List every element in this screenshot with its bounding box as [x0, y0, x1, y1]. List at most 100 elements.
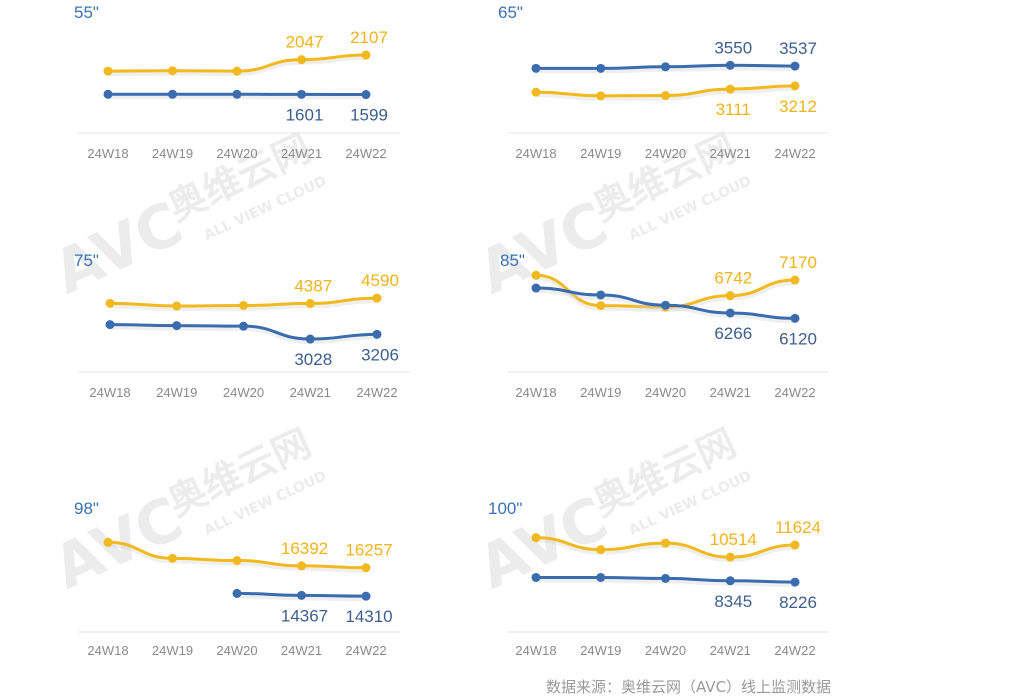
data-point [105, 298, 115, 308]
data-point [661, 538, 670, 548]
data-point [239, 300, 248, 310]
data-point [531, 63, 541, 73]
x-tick-label: 24W20 [216, 643, 257, 658]
data-point [531, 283, 541, 293]
data-point [790, 275, 800, 285]
data-point [790, 313, 800, 323]
data-point [361, 563, 371, 573]
x-tick-label: 24W20 [223, 385, 264, 400]
x-tick-label: 24W18 [515, 146, 556, 161]
x-tick-label: 24W22 [345, 146, 386, 161]
x-tick-label: 24W19 [580, 146, 621, 161]
data-point [361, 90, 371, 100]
x-tick-label: 24W20 [216, 146, 257, 161]
data-point [103, 89, 113, 99]
data-point [596, 91, 606, 101]
x-tick-label: 24W19 [580, 643, 621, 658]
data-label: 3537 [779, 39, 817, 58]
chart-panel: 55" 24W18 24W19 24W20 24W21 24W22 2047 2107 1601… [74, 3, 400, 161]
data-point [725, 576, 735, 586]
x-tick-label: 24W19 [156, 385, 197, 400]
x-tick-label: 24W19 [152, 643, 193, 658]
data-point [725, 552, 735, 562]
data-point [172, 301, 182, 311]
x-tick-label: 24W21 [710, 385, 751, 400]
data-point [661, 91, 670, 101]
x-tick-label: 24W19 [152, 146, 193, 161]
x-tick-label: 24W22 [774, 146, 815, 161]
data-label: 7170 [779, 253, 817, 272]
data-point [661, 300, 670, 310]
x-tick-label: 24W22 [774, 385, 815, 400]
data-point [531, 572, 541, 582]
x-tick-label: 24W21 [710, 643, 751, 658]
data-point [790, 540, 800, 550]
data-label: 6120 [779, 329, 817, 348]
data-label: 11624 [775, 518, 821, 537]
data-point [531, 270, 541, 280]
x-tick-label: 24W19 [580, 385, 621, 400]
x-tick-label: 24W20 [645, 385, 686, 400]
data-point [297, 561, 306, 571]
data-label: 3212 [779, 97, 817, 116]
chart-panel: 100" 24W18 24W19 24W20 24W21 24W22 10514 11624 8… [488, 499, 828, 658]
data-point [239, 321, 248, 331]
data-label: 3028 [294, 350, 332, 369]
data-point [168, 66, 177, 76]
data-point [596, 63, 606, 73]
data-point [361, 591, 371, 601]
data-point [725, 291, 735, 301]
data-label: 6266 [714, 324, 752, 343]
chart-title: 85" [500, 251, 525, 270]
source-note: 数据来源：奥维云网（AVC）线上监测数据 [546, 678, 832, 696]
data-point [372, 329, 382, 339]
data-point [168, 89, 177, 99]
x-tick-label: 24W18 [515, 643, 556, 658]
data-point [531, 87, 541, 97]
data-label: 3550 [714, 38, 752, 57]
data-point [661, 573, 670, 583]
data-point [790, 577, 800, 587]
data-point [232, 588, 242, 598]
x-tick-label: 24W22 [345, 643, 386, 658]
data-point [172, 321, 182, 331]
data-label: 3206 [361, 345, 399, 364]
chart-panel: 65" 24W18 24W19 24W20 24W21 24W22 3550 3537 3111… [498, 3, 828, 161]
data-point [725, 308, 735, 318]
x-tick-label: 24W20 [645, 146, 686, 161]
x-tick-label: 24W21 [290, 385, 331, 400]
charts-layer: 55" 24W18 24W19 24W20 24W21 24W22 2047 2107 1601… [74, 3, 828, 658]
data-point [790, 81, 800, 91]
data-point [305, 298, 315, 308]
chart-panel: 85" 24W18 24W19 24W20 24W21 24W22 6742 7170 6266… [500, 251, 828, 400]
data-point [361, 50, 371, 60]
data-point [232, 66, 242, 76]
chart-panel: 98" 24W18 24W19 24W20 24W21 24W22 16392 16257 14… [74, 499, 400, 658]
x-tick-label: 24W18 [87, 643, 128, 658]
data-label: 10514 [710, 530, 757, 549]
chart-title: 100" [488, 499, 522, 518]
data-label: 14310 [345, 607, 392, 626]
data-point [297, 590, 306, 600]
x-tick-label: 24W21 [710, 146, 751, 161]
x-tick-label: 24W22 [774, 643, 815, 658]
data-point [596, 301, 606, 311]
chart-title: 65" [498, 3, 523, 22]
data-label: 2107 [350, 28, 388, 47]
data-label: 14367 [281, 606, 328, 625]
data-label: 3111 [716, 100, 751, 119]
x-tick-label: 24W18 [89, 385, 130, 400]
x-tick-label: 24W18 [515, 385, 556, 400]
data-point [661, 62, 670, 72]
data-point [596, 545, 606, 555]
data-point [168, 553, 177, 563]
data-point [105, 320, 115, 330]
chart-title: 75" [74, 251, 99, 270]
x-tick-label: 24W20 [645, 643, 686, 658]
data-point [531, 533, 541, 543]
data-point [232, 556, 242, 566]
data-point [725, 84, 735, 94]
data-label: 16257 [345, 541, 392, 560]
chart-title: 55" [74, 3, 99, 22]
